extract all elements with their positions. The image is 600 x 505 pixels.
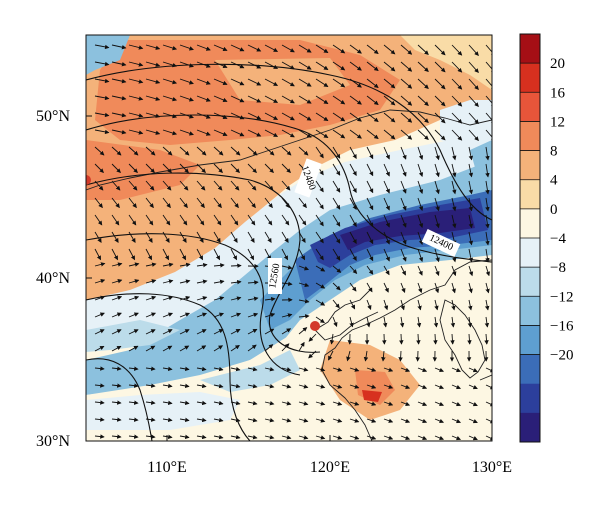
colorbar-label: 8: [550, 144, 558, 160]
wind-arrow: [231, 266, 241, 267]
colorbar-swatch: [520, 355, 540, 385]
colorbar-label: −20: [550, 348, 573, 364]
colorbar-swatch: [520, 151, 540, 181]
colorbar-label: 4: [550, 173, 558, 189]
colorbar-label: 0: [550, 202, 558, 218]
colorbar-label: 16: [550, 85, 566, 101]
wind-arrow: [401, 334, 402, 344]
wind-arrow: [418, 334, 419, 344]
colorbar-swatch: [520, 121, 540, 151]
colorbar-swatch: [520, 296, 540, 326]
x-tick-label-130: 130°E: [472, 459, 512, 476]
colorbar-swatch: [520, 63, 540, 93]
colorbar-swatch: [520, 92, 540, 122]
colorbar-label: −12: [550, 289, 573, 305]
colorbar-swatch: [520, 413, 540, 443]
wind-arrow: [400, 351, 401, 361]
colorbar: 20 16 12 8 4 0 −4 −8 −12 −16 −20: [520, 34, 574, 443]
x-tick-label-110: 110°E: [147, 459, 187, 476]
colorbar-swatch: [520, 267, 540, 297]
colorbar-label: −8: [550, 260, 566, 276]
map-panel: 12480 12560 12400: [81, 35, 495, 441]
colorbar-swatch: [520, 325, 540, 355]
colorbar-swatch: [520, 209, 540, 239]
wind-arrow: [435, 334, 436, 344]
colorbar-swatch: [520, 34, 540, 64]
colorbar-swatch: [520, 180, 540, 210]
colorbar-label: −4: [550, 231, 566, 247]
contour-label-12560: 12560: [267, 258, 282, 294]
colorbar-label: 20: [550, 56, 565, 72]
colorbar-label: −16: [550, 318, 574, 334]
y-tick-label-40: 40°N: [36, 270, 70, 287]
x-tick-label-120: 120°E: [310, 459, 350, 476]
location-marker: [310, 321, 320, 331]
colorbar-swatch: [520, 238, 540, 268]
colorbar-label: 12: [550, 114, 565, 130]
y-tick-label-50: 50°N: [36, 108, 70, 125]
y-tick-label-30: 30°N: [36, 433, 70, 450]
colorbar-swatch: [520, 384, 540, 414]
